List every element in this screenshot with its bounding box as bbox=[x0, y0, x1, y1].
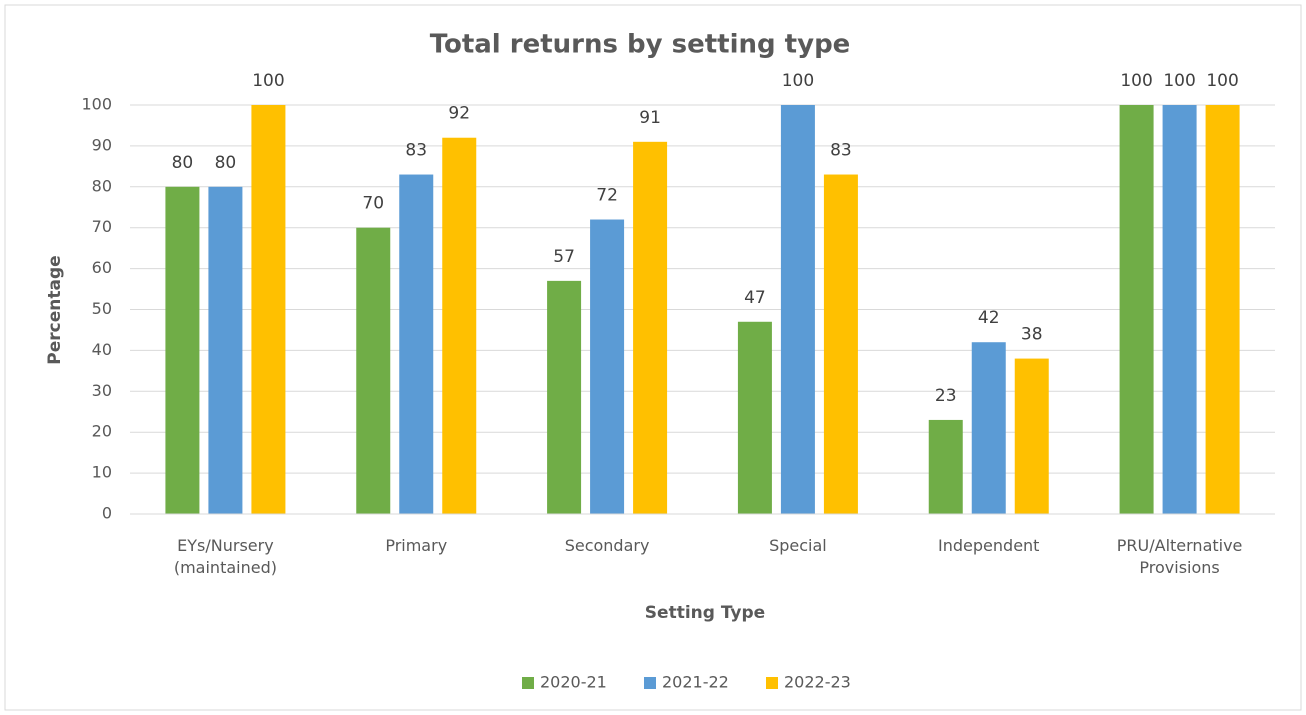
data-label: 23 bbox=[935, 386, 957, 406]
y-tick-label: 30 bbox=[92, 381, 112, 400]
x-tick-label: Independent bbox=[938, 536, 1039, 555]
bar bbox=[1119, 105, 1154, 514]
bar bbox=[737, 321, 772, 514]
data-label: 100 bbox=[1206, 71, 1238, 91]
x-axis-title: Setting Type bbox=[645, 603, 765, 623]
data-label: 100 bbox=[252, 71, 284, 91]
data-label: 83 bbox=[830, 141, 852, 161]
y-tick-label: 20 bbox=[92, 422, 112, 441]
data-label: 83 bbox=[405, 141, 427, 161]
y-tick-label: 10 bbox=[92, 463, 112, 482]
data-label: 42 bbox=[978, 308, 1000, 328]
bar bbox=[590, 219, 625, 514]
x-tick-label: Primary bbox=[385, 536, 447, 555]
data-label: 38 bbox=[1021, 325, 1043, 345]
y-tick-label: 100 bbox=[81, 95, 112, 114]
bar bbox=[356, 227, 391, 514]
data-label: 70 bbox=[362, 194, 384, 214]
y-axis-title: Percentage bbox=[45, 255, 65, 364]
bar bbox=[1014, 358, 1049, 514]
bar bbox=[823, 174, 858, 514]
y-tick-label: 40 bbox=[92, 340, 112, 359]
legend-label: 2021-22 bbox=[662, 673, 729, 692]
x-tick-label: EYs/Nursery (maintained) bbox=[174, 536, 277, 577]
chart-title: Total returns by setting type bbox=[430, 30, 851, 60]
data-label: 72 bbox=[596, 186, 618, 206]
y-tick-label: 0 bbox=[102, 504, 112, 523]
data-label: 57 bbox=[553, 247, 575, 267]
bar bbox=[547, 280, 582, 514]
legend-swatch bbox=[522, 677, 534, 689]
bar bbox=[780, 105, 815, 514]
legend-swatch bbox=[644, 677, 656, 689]
data-label: 100 bbox=[1163, 71, 1195, 91]
y-tick-label: 50 bbox=[92, 299, 112, 318]
bar bbox=[165, 186, 200, 515]
bar bbox=[442, 137, 477, 514]
data-label: 80 bbox=[172, 153, 194, 173]
legend-swatch bbox=[766, 677, 778, 689]
legend-label: 2022-23 bbox=[784, 673, 851, 692]
data-label: 80 bbox=[215, 153, 237, 173]
y-tick-label: 90 bbox=[92, 135, 112, 154]
data-label: 47 bbox=[744, 288, 766, 308]
bar bbox=[1205, 105, 1240, 514]
y-tick-label: 70 bbox=[92, 217, 112, 236]
bar bbox=[251, 105, 286, 514]
data-label: 92 bbox=[448, 104, 470, 124]
x-tick-label: PRU/Alternative Provisions bbox=[1117, 536, 1243, 577]
y-tick-label: 60 bbox=[92, 258, 112, 277]
bar bbox=[971, 342, 1006, 514]
data-label: 100 bbox=[1120, 71, 1152, 91]
y-tick-label: 80 bbox=[92, 176, 112, 195]
x-tick-label: Special bbox=[769, 536, 827, 555]
bar bbox=[399, 174, 434, 514]
bar bbox=[928, 419, 963, 514]
data-label: 91 bbox=[639, 108, 661, 128]
bar bbox=[633, 141, 668, 514]
data-label: 100 bbox=[782, 71, 814, 91]
legend-label: 2020-21 bbox=[540, 673, 607, 692]
bar bbox=[1162, 105, 1197, 514]
x-tick-label: Secondary bbox=[565, 536, 650, 555]
bar bbox=[208, 186, 243, 515]
